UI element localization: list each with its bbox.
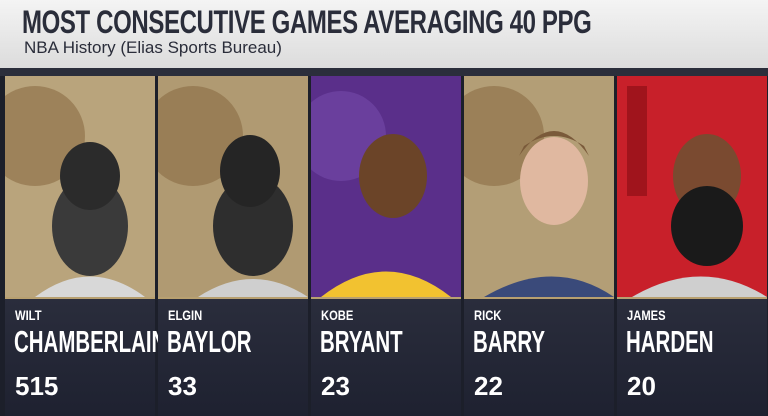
games-count: 20: [627, 371, 656, 401]
player-info: RICK BARRY 22: [464, 297, 614, 416]
last-name: BRYANT: [320, 324, 403, 359]
last-name: CHAMBERLAIN: [14, 324, 167, 359]
subtitle: NBA History (Elias Sports Bureau): [24, 38, 282, 57]
player-info: ELGIN BAYLOR 33: [158, 297, 308, 416]
games-count: 33: [168, 371, 197, 401]
player-photo: [5, 76, 155, 297]
player-card: RICK BARRY 22: [464, 76, 614, 416]
player-info: WILT CHAMBERLAIN 515: [5, 297, 166, 416]
first-name: JAMES: [627, 307, 666, 323]
player-info: JAMES HARDEN 20: [617, 297, 767, 416]
player-card: JAMES HARDEN 20: [617, 76, 767, 416]
player-card: WILT CHAMBERLAIN 515: [5, 76, 166, 416]
first-name: RICK: [474, 307, 502, 323]
player-card: KOBE BRYANT 23: [311, 76, 461, 416]
player-info: KOBE BRYANT 23: [311, 297, 461, 416]
last-name: BAYLOR: [167, 324, 252, 359]
first-name: WILT: [15, 307, 42, 323]
last-name: BARRY: [473, 324, 545, 359]
games-count: 23: [321, 371, 350, 401]
first-name: KOBE: [321, 307, 354, 323]
last-name: HARDEN: [626, 324, 714, 359]
first-name: ELGIN: [168, 307, 203, 323]
title: MOST CONSECUTIVE GAMES AVERAGING 40 PPG: [22, 4, 592, 40]
player-photo: [464, 76, 614, 297]
player-photo: [311, 76, 461, 297]
games-count: 22: [474, 371, 503, 401]
header: MOST CONSECUTIVE GAMES AVERAGING 40 PPG …: [0, 0, 768, 68]
player-photo: [617, 76, 767, 297]
divider: [0, 68, 768, 76]
player-photo: [158, 76, 308, 297]
player-card: ELGIN BAYLOR 33: [158, 76, 308, 416]
games-count: 515: [15, 371, 59, 401]
